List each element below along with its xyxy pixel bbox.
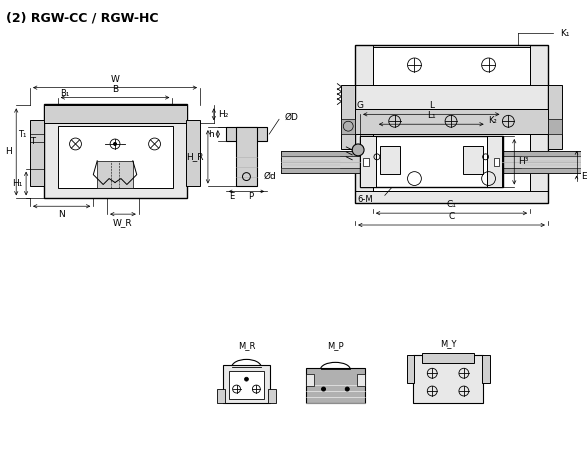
Text: H₁: H₁ bbox=[12, 179, 22, 188]
Text: H_R: H_R bbox=[187, 152, 204, 161]
Text: h: h bbox=[208, 129, 214, 138]
Bar bbox=[306, 374, 313, 386]
Bar bbox=[281, 151, 582, 156]
Text: P: P bbox=[248, 192, 253, 201]
Bar bbox=[373, 134, 530, 191]
Bar bbox=[413, 355, 483, 403]
Text: E: E bbox=[229, 192, 234, 201]
Bar bbox=[355, 110, 548, 134]
Bar bbox=[380, 146, 400, 174]
Text: M_P: M_P bbox=[327, 341, 344, 350]
Bar bbox=[487, 136, 502, 188]
Bar bbox=[360, 136, 504, 188]
Bar bbox=[281, 168, 582, 173]
Bar bbox=[58, 126, 173, 189]
Circle shape bbox=[244, 377, 248, 381]
Bar bbox=[548, 85, 562, 149]
Bar bbox=[548, 119, 562, 134]
Text: B: B bbox=[112, 85, 118, 93]
Bar bbox=[186, 120, 200, 186]
Bar bbox=[363, 158, 369, 166]
Text: W_R: W_R bbox=[113, 218, 133, 227]
Text: H₂: H₂ bbox=[218, 110, 228, 119]
Bar bbox=[97, 161, 133, 189]
Bar bbox=[360, 136, 376, 188]
Bar bbox=[423, 354, 474, 364]
Text: B₁: B₁ bbox=[60, 89, 69, 98]
Circle shape bbox=[345, 387, 349, 391]
Bar bbox=[44, 106, 187, 123]
Text: Ød: Ød bbox=[263, 172, 276, 181]
Bar bbox=[226, 127, 267, 141]
Circle shape bbox=[352, 144, 364, 156]
Text: L₁: L₁ bbox=[427, 111, 436, 120]
Text: (2) RGW-CC / RGW-HC: (2) RGW-CC / RGW-HC bbox=[6, 12, 159, 24]
Text: E: E bbox=[582, 172, 587, 181]
Bar bbox=[44, 105, 187, 198]
Bar bbox=[357, 374, 365, 386]
Text: T: T bbox=[30, 138, 35, 147]
Text: C: C bbox=[448, 212, 455, 221]
Bar bbox=[463, 146, 483, 174]
Bar bbox=[229, 371, 264, 399]
Bar bbox=[373, 47, 530, 85]
Text: M_R: M_R bbox=[238, 341, 255, 350]
Text: L: L bbox=[429, 101, 434, 110]
Bar bbox=[235, 127, 257, 186]
Circle shape bbox=[322, 387, 326, 391]
Bar bbox=[222, 365, 270, 403]
Bar bbox=[30, 120, 44, 186]
Bar bbox=[482, 355, 490, 383]
Text: T₁: T₁ bbox=[18, 129, 26, 138]
Text: C₁: C₁ bbox=[447, 200, 457, 209]
Text: N: N bbox=[58, 210, 65, 219]
Bar bbox=[407, 355, 414, 383]
Text: M_Y: M_Y bbox=[440, 339, 456, 348]
Circle shape bbox=[343, 121, 353, 131]
Text: K₁: K₁ bbox=[560, 29, 569, 38]
Circle shape bbox=[113, 143, 116, 146]
Bar bbox=[341, 119, 355, 134]
Text: K₂: K₂ bbox=[488, 116, 497, 125]
Bar bbox=[217, 389, 225, 403]
Text: H: H bbox=[5, 147, 12, 156]
Bar bbox=[306, 368, 365, 403]
Text: H³: H³ bbox=[518, 157, 528, 166]
Text: W: W bbox=[110, 75, 120, 84]
Text: G: G bbox=[356, 101, 363, 110]
Text: 6-M: 6-M bbox=[357, 195, 373, 204]
Bar bbox=[494, 158, 500, 166]
Bar bbox=[281, 151, 582, 173]
Bar bbox=[268, 389, 276, 403]
Bar bbox=[355, 45, 548, 203]
Text: ØD: ØD bbox=[285, 113, 299, 122]
Bar bbox=[341, 85, 355, 149]
